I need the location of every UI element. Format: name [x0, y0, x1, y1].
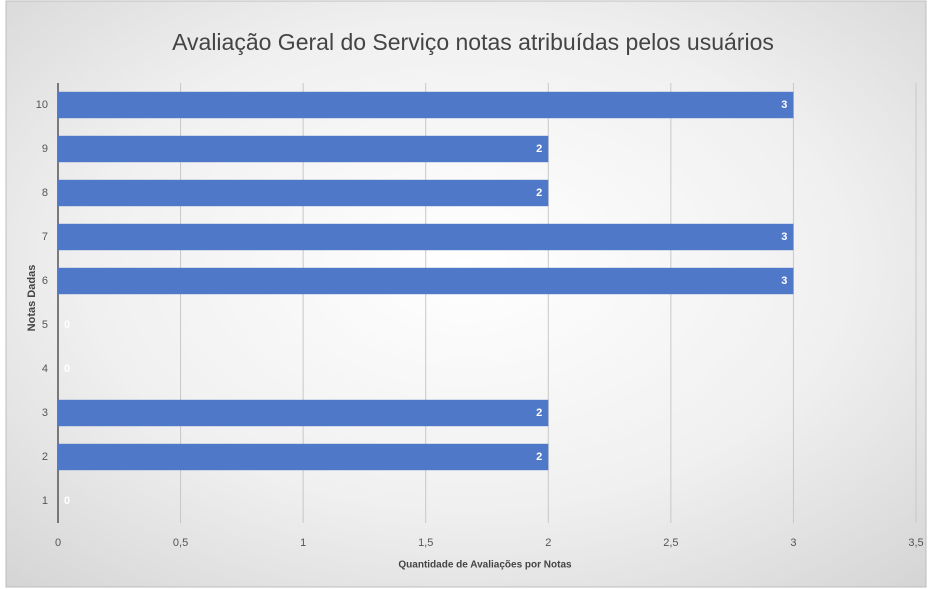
bar [58, 179, 549, 207]
data-label: 2 [536, 143, 542, 155]
bar [58, 267, 794, 295]
x-tick-label: 0,5 [173, 537, 188, 549]
y-axis-label: Notas Dadas [26, 265, 38, 332]
data-label: 2 [536, 187, 542, 199]
y-tick-label: 4 [42, 363, 48, 375]
x-tick-label: 0 [55, 537, 61, 549]
x-axis-label: Quantidade de Avaliações por Notas [398, 560, 572, 571]
data-label: 2 [536, 451, 542, 463]
data-label: 0 [64, 363, 70, 375]
bar [58, 443, 549, 471]
bar [58, 223, 794, 251]
y-tick-label: 5 [42, 319, 48, 331]
y-tick-label: 9 [42, 143, 48, 155]
y-tick-label: 6 [42, 275, 48, 287]
chart-title: Avaliação Geral do Serviço notas atribuí… [172, 29, 774, 55]
y-tick-label: 8 [42, 187, 48, 199]
data-label: 0 [64, 319, 70, 331]
y-tick-label: 1 [42, 495, 48, 507]
x-tick-label: 2,5 [663, 537, 678, 549]
x-tick-label: 1 [300, 537, 306, 549]
y-tick-label: 7 [42, 231, 48, 243]
bar [58, 135, 549, 163]
y-tick-label: 2 [42, 451, 48, 463]
data-label: 0 [64, 495, 70, 507]
bar [58, 91, 794, 119]
data-label: 3 [781, 231, 787, 243]
data-label: 2 [536, 407, 542, 419]
data-label: 3 [781, 275, 787, 287]
x-tick-label: 2 [545, 537, 551, 549]
x-tick-label: 1,5 [418, 537, 433, 549]
x-tick-label: 3 [790, 537, 796, 549]
x-tick-label: 3,5 [908, 537, 923, 549]
y-tick-label: 10 [36, 99, 48, 111]
bar [58, 399, 549, 427]
data-label: 3 [781, 99, 787, 111]
y-tick-label: 3 [42, 407, 48, 419]
